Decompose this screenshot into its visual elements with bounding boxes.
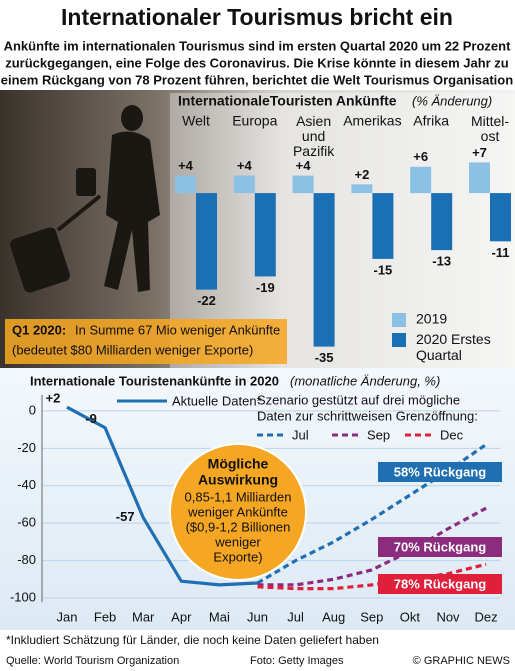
x-tick-label: Nov [436,609,460,624]
bar [431,193,453,251]
x-tick-label: Feb [94,609,116,624]
x-tick-label: Dez [475,609,498,624]
category-label: Europa [232,113,277,129]
impact-text: ($0,9-1,2 Billionen [186,519,291,534]
value-label: +2 [354,167,369,182]
chart-subtitle: (monatliche Änderung, %) [290,373,440,388]
callout-box [5,319,287,364]
y-tick-label: -40 [17,477,36,492]
legend-title: Daten zur schrittweisen Grenzöffnung: [257,408,478,423]
bar [469,162,490,194]
y-tick-label: -60 [17,515,36,530]
value-label: -57 [116,509,135,524]
x-tick-label: Aug [322,609,345,624]
value-label: -9 [85,411,97,426]
traveller-silhouette [10,105,160,293]
category-label: Afrika [413,113,449,129]
value-label: -22 [197,293,216,308]
legend-label: 2019 [416,311,447,327]
x-tick-label: Apr [171,609,192,624]
photo-credit: Foto: Getty Images [250,655,344,667]
title: Internationaler Tourismus bricht ein [61,4,453,30]
bar [372,193,394,259]
bar [292,175,314,194]
x-tick-label: Jun [247,609,268,624]
legend-label: 2020 Erstes Quartal [416,331,491,363]
category-label: Mittel-ost [471,113,509,144]
y-tick-label: 0 [29,402,36,417]
category-label: Asien und Pazifik [293,113,335,159]
subtitle: einem Rückgang von 78 Prozent führen, be… [1,72,513,87]
category-label: Welt [182,113,210,129]
annotation-box [378,462,502,482]
value-label: -13 [432,254,451,269]
impact-text: weniger [214,534,261,549]
bar [233,175,255,194]
subtitle: Ankünfte im internationalen Tourismus si… [4,38,512,53]
value-label: -19 [256,280,275,295]
value-label: -15 [374,262,393,277]
data-line [66,405,258,587]
bar [313,193,335,347]
impact-text: Exporte) [213,549,262,564]
legend-label: Aktuelle Daten* [172,393,262,408]
category-label: Amerikas [343,113,401,129]
y-tick-label: -80 [17,552,36,567]
x-tick-label: Okt [400,609,421,624]
x-tick-label: Mar [132,609,155,624]
bar [490,193,511,242]
footnote: *Inkludiert Schätzung für Länder, die no… [6,633,379,647]
impact-text: weniger Ankünfte [187,504,288,519]
value-label: +4 [178,158,194,173]
impact-circle [169,443,307,581]
value-label: +4 [237,158,253,173]
x-tick-label: Jul [287,609,304,624]
value-label: +2 [46,391,61,406]
scenario-line [257,562,487,591]
impact-text: 0,85-1,1 Milliarden [185,489,292,504]
credit: © GRAPHIC NEWS [413,655,510,667]
callout-text: (bedeutet $80 Milliarden weniger Exporte… [12,342,253,357]
impact-title: Mögliche [208,456,269,472]
y-tick-label: -100 [10,589,36,604]
chart-subtitle: (% Änderung) [412,93,492,108]
chart-title: InternationaleTouristen Ankünfte [178,93,397,109]
bar [410,166,432,194]
bar [175,175,196,194]
annotation: 70% Rückgang [394,539,487,554]
bar [351,184,373,194]
legend-label: Jul [292,427,309,442]
value-label: -35 [315,350,334,365]
bar [254,193,276,277]
value-label: +4 [296,158,312,173]
legend-label: Sep [367,427,390,442]
annotation-box [378,574,502,594]
value-label: +7 [472,145,487,160]
legend-title: Szenario gestützt auf drei mögliche [257,392,460,407]
x-tick-label: Mai [209,609,230,624]
annotation: 58% Rückgang [394,464,487,479]
impact-title: Auswirkung [198,472,278,488]
source: Quelle: World Tourism Organization [6,655,179,667]
value-label: -11 [491,245,509,260]
x-tick-label: Jan [57,609,78,624]
legend-swatch [392,313,406,327]
value-label: +6 [413,149,428,164]
annotation-box [378,537,502,557]
chart-title: Internationale Touristenankünfte in 2020 [30,373,279,388]
callout-label: Q1 2020: [12,322,66,337]
subtitle: zurückgegangen, eine Folge des Coronavir… [5,55,509,70]
bar [196,193,217,290]
x-tick-label: Sep [360,609,383,624]
legend-swatch [392,333,406,347]
legend-label: Dec [440,427,464,442]
y-tick-label: -20 [17,440,36,455]
annotation: 78% Rückgang [394,576,487,591]
scenario-line [257,506,487,587]
callout-text: In Summe 67 Mio weniger Ankünfte [75,322,280,337]
